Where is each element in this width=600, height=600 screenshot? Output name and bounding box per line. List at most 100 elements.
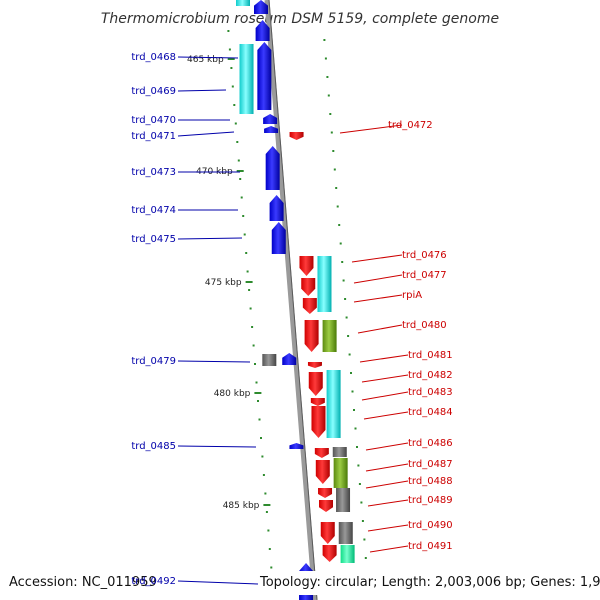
- forward-cds-arrow: [308, 372, 323, 396]
- gene-label-trd_0472: trd_0472: [388, 120, 433, 131]
- forward-cds-arrow: [310, 398, 325, 406]
- cog-box: [333, 458, 348, 488]
- tick-mark: [338, 224, 341, 226]
- leader-line: [363, 411, 409, 420]
- tick-mark: [363, 538, 366, 541]
- gene-label-trd_0481: trd_0481: [408, 350, 453, 361]
- accession-text: Accession: NC_011959: [9, 575, 157, 590]
- tick-mark: [270, 566, 273, 569]
- tick-mark: [342, 279, 345, 282]
- tick-mark: [351, 390, 354, 393]
- tick-mark: [248, 289, 251, 291]
- tick-mark: [260, 437, 262, 439]
- major-tick: [245, 281, 253, 283]
- tick-mark: [265, 511, 268, 513]
- leader-line: [351, 254, 403, 263]
- cog-box: [336, 488, 351, 512]
- leader-line: [353, 274, 403, 284]
- reverse-cds-arrow: [271, 222, 286, 254]
- gene-label-trd_0492: trd_0492: [131, 576, 176, 587]
- cog-box: [340, 545, 355, 563]
- cog-box: [338, 522, 353, 544]
- backbone-layer: [264, 0, 318, 600]
- gene-label-trd_0477: trd_0477: [402, 270, 447, 281]
- gene-label-trd_0474: trd_0474: [131, 205, 176, 216]
- label-layer: trd_0468 trd_0469 trd_0470 trd_0471 trd_0473…: [131, 52, 453, 553]
- gene-label-trd_0480: trd_0480: [402, 320, 447, 331]
- forward-cds-arrow: [307, 362, 322, 368]
- scale-label: 480 kbp: [214, 389, 251, 399]
- reverse-cds-arrow: [264, 126, 279, 133]
- footer-gene-label: trd_0492: [131, 576, 259, 587]
- cog-box: [326, 370, 341, 438]
- genome-summary-text: Topology: circular; Length: 2,003,006 bp…: [259, 575, 600, 590]
- tick-mark: [358, 483, 361, 485]
- tick-mark: [245, 252, 248, 254]
- tick-mark: [330, 131, 333, 134]
- tick-mark: [262, 474, 265, 476]
- tick-mark: [344, 298, 347, 300]
- tick-mark: [255, 381, 258, 384]
- gene-label-trd_0479: trd_0479: [131, 356, 176, 367]
- gene-label-trd_0471: trd_0471: [131, 131, 176, 142]
- major-tick: [236, 170, 244, 172]
- gene-label-trd_0490: trd_0490: [408, 520, 453, 531]
- forward-cds-arrow: [311, 406, 326, 438]
- tick-mark: [231, 85, 234, 88]
- tick-mark: [356, 446, 358, 448]
- forward-cds-arrow: [299, 256, 314, 276]
- leader-line: [177, 89, 227, 92]
- gene-label-trd_0487: trd_0487: [408, 459, 453, 470]
- gene-label-rpiA: rpiA: [402, 290, 422, 301]
- tick-mark: [341, 261, 344, 263]
- leader-line: [177, 131, 235, 137]
- reverse-cds-arrow: [282, 353, 297, 365]
- forward-cds-arrow: [289, 132, 304, 140]
- tick-mark: [268, 548, 271, 550]
- forward-cds-arrow: [301, 278, 316, 296]
- tick-mark: [243, 233, 246, 236]
- gene-label-trd_0489: trd_0489: [408, 495, 453, 506]
- tick-mark: [237, 159, 240, 162]
- cog-box-cyan: [236, 0, 250, 6]
- forward-cds-arrow: [304, 320, 319, 352]
- leader-line: [357, 324, 403, 334]
- tick-mark: [354, 427, 357, 430]
- tick-mark: [228, 48, 231, 51]
- tick-mark: [236, 141, 239, 143]
- tick-mark: [360, 501, 363, 504]
- tick-mark: [257, 400, 259, 402]
- cog-box: [332, 447, 347, 457]
- reverse-cds-arrow: [255, 20, 270, 41]
- scale-label: 485 kbp: [223, 501, 260, 511]
- leader-line: [177, 445, 257, 448]
- tick-mark: [347, 335, 350, 337]
- tick-mark: [261, 455, 264, 458]
- major-tick: [254, 392, 262, 394]
- cog-box-cyan: [239, 44, 254, 114]
- leader-line: [339, 124, 403, 134]
- gene-label-trd_0484: trd_0484: [408, 407, 453, 418]
- tick-mark: [353, 409, 355, 411]
- tick-mark: [336, 205, 339, 208]
- tick-mark: [326, 76, 329, 78]
- genome-backbone: [264, 0, 318, 600]
- gene-label-trd_0468: trd_0468: [131, 52, 176, 63]
- genome-backbone-shade: [268, 0, 318, 600]
- leader-line: [177, 580, 259, 585]
- leader-line: [369, 545, 409, 553]
- tick-mark: [357, 464, 360, 467]
- leader-line: [361, 374, 409, 383]
- major-tick: [227, 58, 235, 60]
- cog-box-gray: [262, 354, 277, 366]
- scale-label: 475 kbp: [205, 278, 242, 288]
- forward-cds-arrow: [314, 448, 329, 458]
- tick-mark: [332, 150, 335, 152]
- leader-line: [177, 360, 251, 363]
- tick-mark: [350, 372, 352, 374]
- gene-label-trd_0473: trd_0473: [131, 167, 176, 178]
- forward-cds-arrow: [320, 522, 335, 544]
- reverse-cds-arrow: [269, 195, 284, 221]
- forward-cds-arrow: [315, 460, 330, 484]
- reverse-cds-arrow: [263, 114, 278, 124]
